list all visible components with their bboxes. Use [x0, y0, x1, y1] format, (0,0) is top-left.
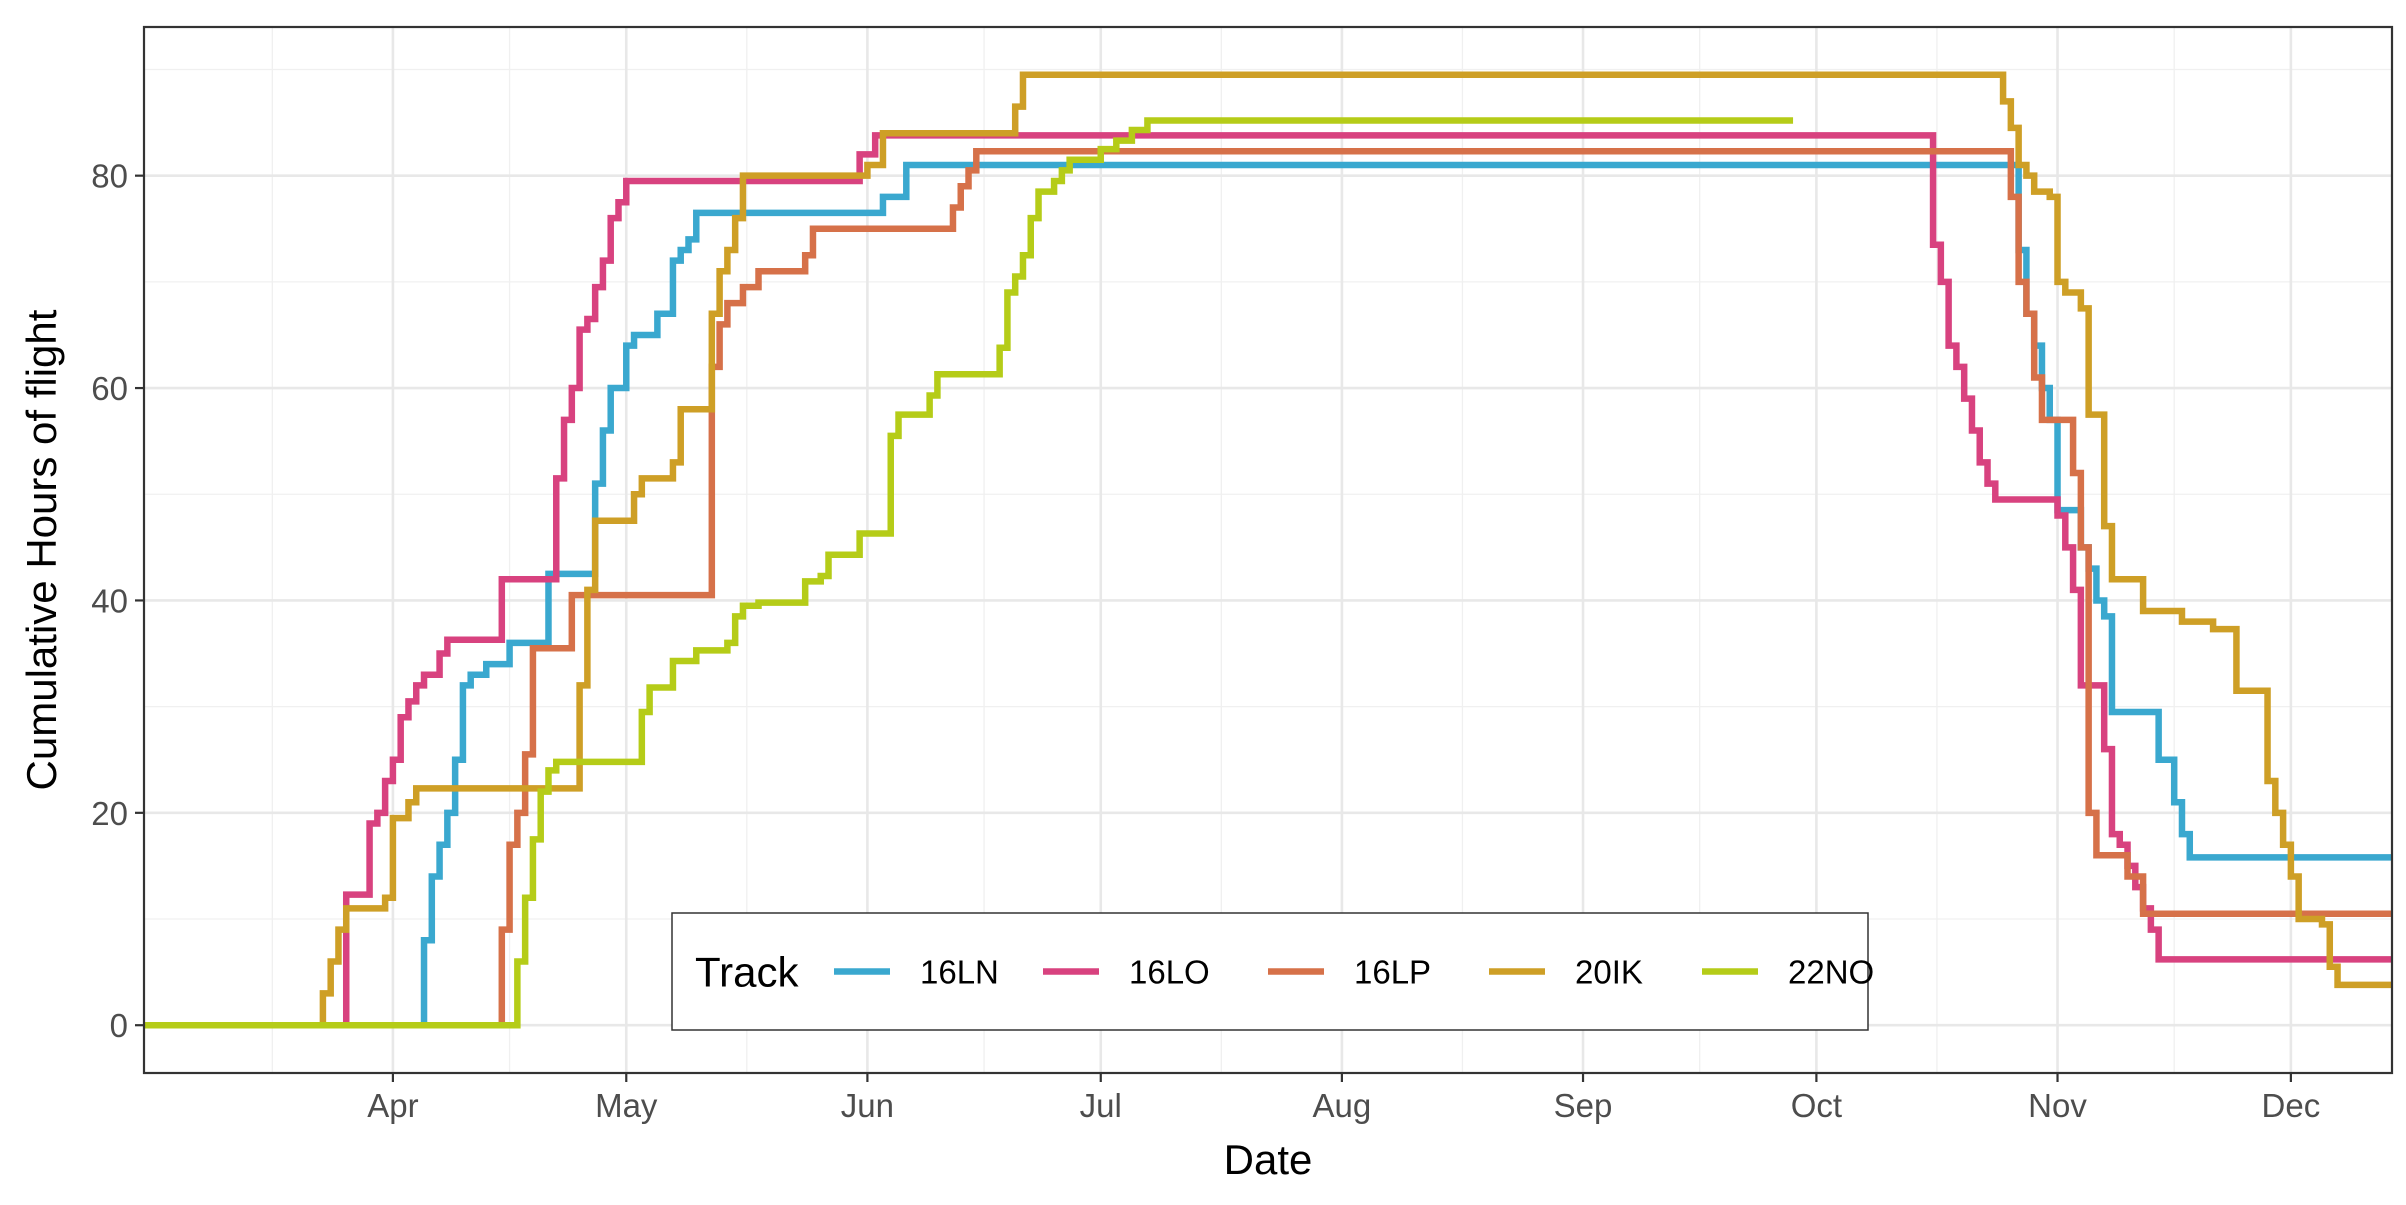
x-tick-label: Apr	[367, 1087, 418, 1124]
series-line-16lo	[144, 132, 2392, 1029]
y-tick-label: 80	[91, 158, 128, 195]
legend-label-20ik: 20IK	[1575, 954, 1643, 991]
legend-label-22no: 22NO	[1788, 954, 1874, 991]
panel-border	[142, 25, 2394, 1075]
minor-gridlines	[144, 27, 2392, 1073]
y-axis: 0 20 40 60 80	[91, 158, 144, 1044]
x-tick-label: Jun	[841, 1087, 894, 1124]
legend-label-16ln: 16LN	[920, 954, 999, 991]
x-tick-label: Dec	[2262, 1087, 2321, 1124]
legend-label-16lp: 16LP	[1354, 954, 1431, 991]
series-line-16ln	[144, 161, 2392, 1029]
series-line-20ik	[144, 71, 2392, 1029]
x-tick-label: Aug	[1313, 1087, 1372, 1124]
series-layer	[144, 71, 2392, 1029]
y-axis-title: Cumulative Hours of flight	[18, 309, 65, 790]
y-tick-label: 0	[110, 1007, 128, 1044]
legend-items: 16LN 16LO 16LP 20IK 22NO	[834, 954, 1874, 991]
y-tick-label: 20	[91, 795, 128, 832]
legend-title: Track	[695, 949, 799, 996]
series-line-16lp	[144, 148, 2392, 1029]
series-line-22no	[144, 117, 1794, 1029]
x-tick-label: Sep	[1554, 1087, 1613, 1124]
y-tick-label: 60	[91, 370, 128, 407]
legend-label-16lo: 16LO	[1129, 954, 1210, 991]
y-tick-label: 40	[91, 582, 128, 619]
x-axis: Apr May Jun Jul Aug Sep Oct Nov Dec	[367, 1073, 2320, 1124]
x-tick-label: Jul	[1080, 1087, 1122, 1124]
x-axis-title: Date	[1224, 1136, 1313, 1183]
x-tick-label: May	[595, 1087, 658, 1124]
x-tick-label: Nov	[2028, 1087, 2087, 1124]
x-tick-label: Oct	[1791, 1087, 1842, 1124]
legend: Track 16LN 16LO 16LP 20IK 22NO	[671, 912, 1874, 1031]
